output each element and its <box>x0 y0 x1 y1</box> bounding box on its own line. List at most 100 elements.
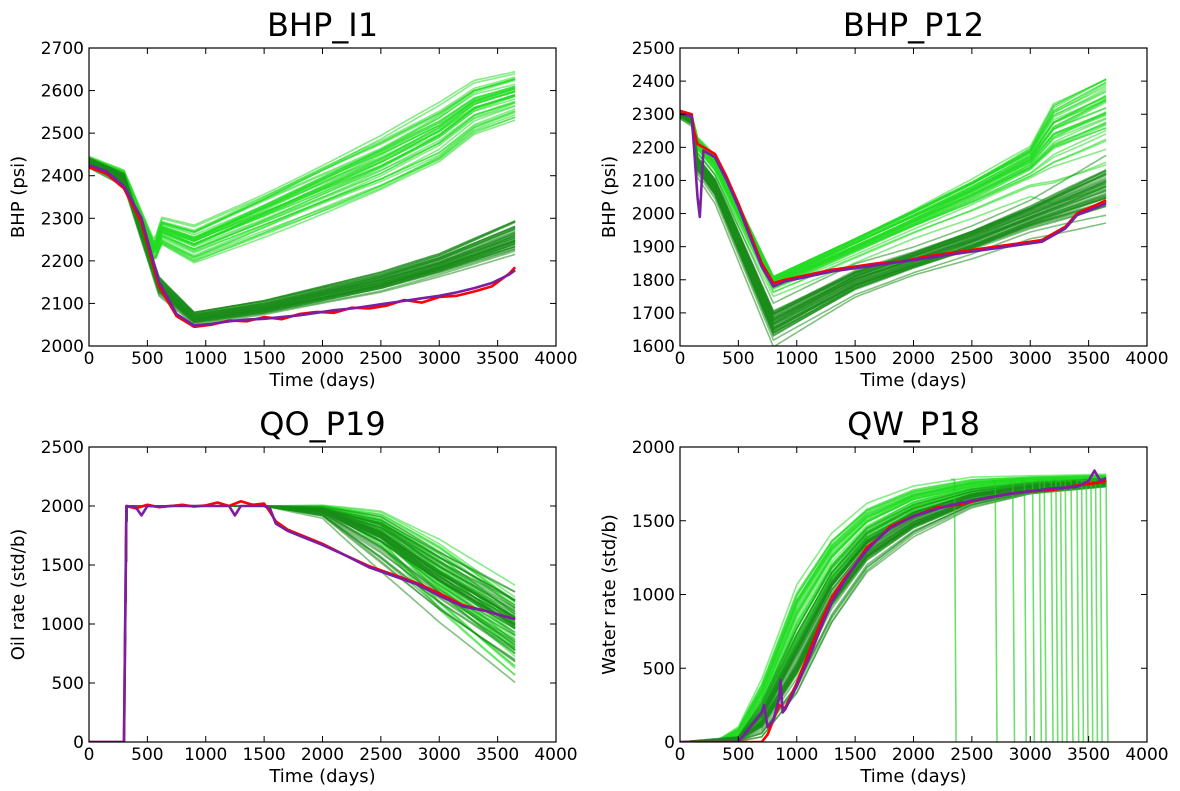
ensemble-line <box>89 505 516 742</box>
x-tick-label: 2500 <box>359 745 402 765</box>
ensemble-line <box>89 505 516 742</box>
x-axis-label: Time (days) <box>268 370 375 391</box>
y-axis-label: Oil rate (std/b) <box>8 529 29 661</box>
y-tick-label: 2000 <box>632 205 675 225</box>
ensemble-line <box>89 505 516 742</box>
ensemble-line <box>89 110 516 258</box>
ensemble-line <box>89 505 516 742</box>
ensemble-line <box>89 505 516 742</box>
ensemble-line <box>89 116 516 262</box>
y-tick-label: 1700 <box>632 304 675 324</box>
ensemble-line <box>89 505 516 742</box>
ensemble-line <box>89 505 516 742</box>
ensemble-line <box>89 505 516 742</box>
y-tick-label: 0 <box>664 733 675 753</box>
y-tick-label: 0 <box>73 733 84 753</box>
ensemble-line <box>680 478 1107 742</box>
chart-title: QO_P19 <box>259 405 385 443</box>
subplot-bhp-i1: 0 500 1000 1500 2000 2500 3000 3500 4000 2000 2100… <box>8 6 578 391</box>
y-tick-label: 500 <box>643 659 675 679</box>
y-tick-label: 2600 <box>41 82 84 102</box>
ensemble-line <box>89 505 516 742</box>
ensemble-line <box>89 505 516 742</box>
y-tick-label: 2000 <box>41 497 84 517</box>
ensemble-line <box>89 167 516 326</box>
y-tick-label: 2500 <box>41 438 84 458</box>
ensemble-line <box>89 505 516 742</box>
ensemble-dropoff-line <box>950 478 957 742</box>
plot-area <box>89 70 517 329</box>
ensemble-line <box>89 505 516 742</box>
y-tick-label: 2500 <box>632 39 675 59</box>
y-tick-label: 2300 <box>632 105 675 125</box>
ensemble-dropoff-line <box>1052 478 1059 742</box>
ensemble-line <box>89 505 516 742</box>
plot-area <box>680 469 1109 742</box>
x-tick-label: 1000 <box>775 745 818 765</box>
ensemble-line <box>89 505 516 742</box>
ensemble-line <box>680 115 1107 331</box>
y-tick-label: 2400 <box>632 72 675 92</box>
ensemble-line <box>89 505 516 742</box>
ensemble-dropoff-line <box>1067 480 1074 742</box>
ensemble-line <box>89 505 516 742</box>
ensemble-line <box>680 111 1107 312</box>
x-axis-label: Time (days) <box>268 766 375 787</box>
ensemble-dropoff-line <box>1029 481 1036 742</box>
ensemble-line <box>89 165 516 324</box>
ensemble-line <box>89 505 516 742</box>
x-tick-label: 3000 <box>1009 745 1052 765</box>
ensemble-line <box>89 505 516 742</box>
x-tick-label: 3000 <box>418 349 461 369</box>
ensemble-line <box>89 505 516 742</box>
ensemble-line <box>89 505 516 742</box>
ensemble-line <box>89 505 516 742</box>
ensemble-line <box>89 505 516 742</box>
x-tick-label: 4000 <box>1125 349 1168 369</box>
ensemble-line <box>89 505 516 742</box>
ensemble-line <box>89 505 516 742</box>
ensemble-line <box>89 505 516 742</box>
x-tick-label: 1000 <box>184 745 227 765</box>
ensemble-line <box>89 505 516 742</box>
ensemble-line <box>89 505 516 742</box>
x-tick-label: 2000 <box>892 349 935 369</box>
ensemble-line <box>680 113 1107 325</box>
ensemble-line <box>89 78 516 244</box>
y-axis-label: Water rate (std/b) <box>599 514 620 675</box>
ensemble-line <box>89 505 516 742</box>
ensemble-line <box>89 504 516 742</box>
x-tick-label: 1000 <box>184 349 227 369</box>
ensemble-line <box>89 505 516 742</box>
ensemble-dropoff-line <box>1078 479 1085 742</box>
x-tick-label: 500 <box>722 349 754 369</box>
ensemble-line <box>680 475 1107 742</box>
x-tick-label: 4000 <box>1125 745 1168 765</box>
ensemble-line <box>89 505 516 742</box>
y-tick-label: 500 <box>52 674 84 694</box>
ensemble-dropoff-line <box>1061 479 1068 742</box>
ensemble-line <box>89 505 516 742</box>
ensemble-line <box>89 505 516 742</box>
ensemble-line <box>89 505 516 742</box>
ensemble-line <box>89 505 516 742</box>
ensemble-line <box>89 505 516 742</box>
x-tick-label: 1500 <box>833 349 876 369</box>
x-tick-label: 4000 <box>534 349 577 369</box>
ensemble-dropoff-line <box>1040 480 1047 742</box>
ensemble-line <box>89 505 516 742</box>
ensemble-line <box>89 505 516 742</box>
ensemble-line <box>89 505 516 742</box>
x-tick-label: 3500 <box>476 745 519 765</box>
ensemble-line <box>89 505 516 742</box>
ensemble-line <box>680 117 1107 346</box>
y-tick-label: 2200 <box>632 138 675 158</box>
x-tick-label: 3000 <box>418 745 461 765</box>
reference-series-line <box>680 112 1107 288</box>
ensemble-line <box>89 505 516 742</box>
plot-area <box>680 78 1107 346</box>
ensemble-line <box>89 87 516 248</box>
ensemble-line <box>89 505 516 742</box>
ensemble-line <box>89 157 516 314</box>
